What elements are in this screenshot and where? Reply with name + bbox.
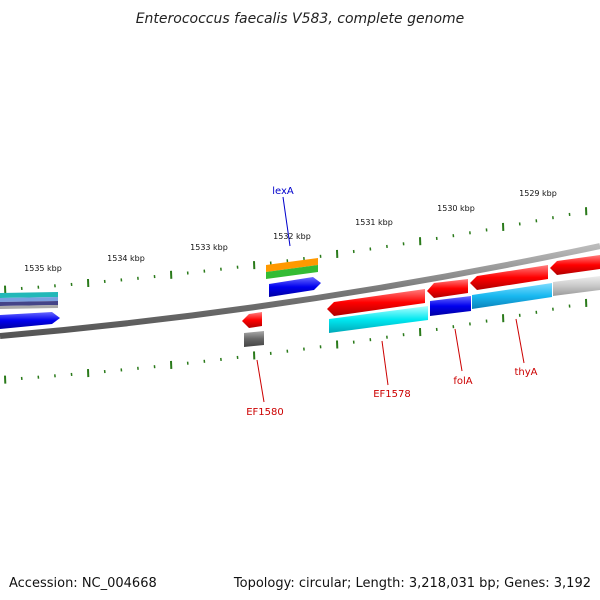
ef1578-gene (327, 289, 425, 316)
leader-line (282, 196, 291, 247)
gene-feature (427, 279, 468, 298)
gene-feature (470, 265, 548, 290)
kbp-labels: 1535 kbp 1534 kbp 1533 kbp 1532 kbp 1531… (24, 189, 557, 273)
leader-line (256, 359, 265, 403)
gene-label-ef1580: EF1580 (246, 407, 284, 418)
left-feature-stack (0, 292, 60, 329)
red-gene-row (327, 255, 600, 316)
kbp-label: 1530 kbp (437, 204, 475, 213)
page-title: Enterococcus faecalis V583, complete gen… (136, 11, 465, 27)
kbp-label: 1535 kbp (24, 264, 62, 273)
genome-backbone (0, 243, 600, 339)
gene-feature (244, 331, 264, 347)
label-leaders (256, 196, 525, 403)
lexA-gene (269, 277, 321, 297)
accession-text: Accession: NC_004668 (9, 576, 157, 591)
thyA-gene (472, 283, 552, 309)
lower-gene-row (329, 276, 600, 333)
lexA-region (266, 258, 321, 297)
kbp-label: 1531 kbp (355, 218, 393, 227)
gene-label-lexA: lexA (272, 186, 294, 197)
gene-feature (266, 258, 318, 272)
gene-feature (553, 276, 600, 296)
outer-tick-ring (4, 207, 588, 294)
inner-tick-ring (4, 298, 588, 384)
gene-feature (0, 312, 60, 329)
leader-line (515, 318, 525, 364)
kbp-label: 1534 kbp (107, 254, 145, 263)
gene-feature (0, 297, 58, 302)
topology-text: Topology: circular; Length: 3,218,031 bp… (233, 576, 591, 591)
gene-feature (0, 292, 58, 298)
kbp-label: 1533 kbp (190, 243, 228, 252)
kbp-label: 1532 kbp (273, 232, 311, 241)
gene-labels: lexA EF1580 EF1578 folA thyA (246, 186, 537, 418)
gene-feature (329, 306, 428, 333)
kbp-label: 1529 kbp (519, 189, 557, 198)
folA-gene (430, 296, 471, 316)
ef1580-region (242, 312, 264, 347)
gene-label-thyA: thyA (514, 367, 537, 378)
leader-line (454, 328, 463, 372)
ef1580-gene (242, 312, 262, 328)
gene-feature (266, 265, 318, 279)
gene-label-folA: folA (453, 376, 472, 387)
gene-feature (0, 301, 58, 306)
gene-feature (0, 305, 58, 309)
gene-feature (550, 255, 600, 275)
gene-label-ef1578: EF1578 (373, 389, 411, 400)
leader-line (381, 340, 389, 386)
